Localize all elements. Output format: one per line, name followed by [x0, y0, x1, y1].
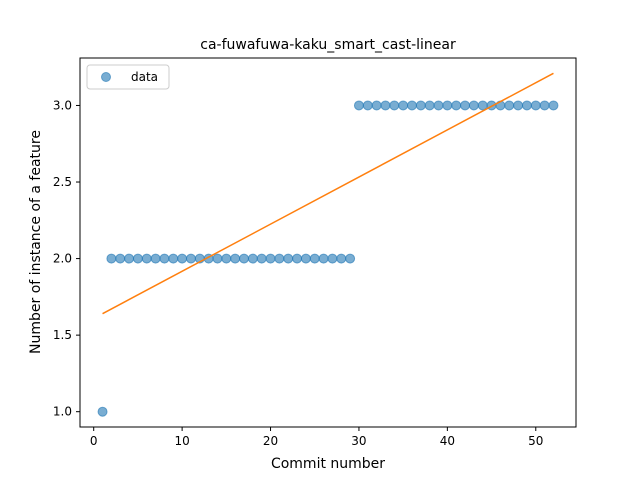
data-point: [256, 253, 267, 264]
data-point: [539, 100, 550, 111]
data-point: [389, 100, 400, 111]
data-point: [283, 253, 294, 264]
data-point: [168, 253, 179, 264]
x-axis: 0 10 20 30 40 50: [90, 427, 543, 448]
data-point: [212, 253, 223, 264]
legend: data: [86, 64, 170, 90]
data-point: [247, 253, 258, 264]
x-tick-label: 20: [263, 434, 278, 448]
y-tick-label: 2.5: [53, 175, 72, 189]
x-tick-label: 10: [174, 434, 189, 448]
data-point: [424, 100, 435, 111]
data-point: [504, 100, 515, 111]
y-axis-label: Number of instance of a feature: [28, 130, 44, 354]
data-point: [124, 253, 135, 264]
data-point: [318, 253, 329, 264]
data-point: [300, 253, 311, 264]
legend-marker-data: [101, 72, 111, 82]
data-point: [362, 100, 373, 111]
x-tick-label: 50: [528, 434, 543, 448]
data-point: [292, 253, 303, 264]
data-point: [521, 100, 532, 111]
data-point: [239, 253, 250, 264]
y-tick-label: 3.0: [53, 98, 72, 112]
data-point: [380, 100, 391, 111]
data-point: [132, 253, 143, 264]
data-point: [353, 100, 364, 111]
data-point: [468, 100, 479, 111]
data-point: [460, 100, 471, 111]
data-point: [115, 253, 126, 264]
data-point: [274, 253, 285, 264]
data-point: [433, 100, 444, 111]
chart-title: ca-fuwafuwa-kaku_smart_cast-linear: [200, 37, 456, 53]
x-axis-label: Commit number: [271, 456, 385, 472]
data-point: [327, 253, 338, 264]
y-tick-label: 2.0: [53, 252, 72, 266]
legend-label-data: data: [131, 70, 158, 84]
data-point: [230, 253, 241, 264]
data-point: [97, 406, 108, 417]
y-tick-label: 1.0: [53, 405, 72, 419]
y-axis: 1.0 1.5 2.0 2.5 3.0: [53, 98, 80, 419]
data-point: [371, 100, 382, 111]
data-point: [345, 253, 356, 264]
data-point: [309, 253, 320, 264]
data-point: [150, 253, 161, 264]
data-point: [221, 253, 232, 264]
data-point: [177, 253, 188, 264]
data-point: [336, 253, 347, 264]
x-tick-label: 30: [351, 434, 366, 448]
plot-frame: [79, 57, 577, 428]
data-point: [185, 253, 196, 264]
legend-box: [86, 64, 170, 90]
x-tick-label: 0: [90, 434, 98, 448]
y-tick-label: 1.5: [53, 328, 72, 342]
data-point: [265, 253, 276, 264]
plot-area: [97, 72, 559, 417]
data-point: [398, 100, 409, 111]
fit-line: [102, 72, 554, 315]
x-tick-label: 40: [440, 434, 455, 448]
data-point: [406, 100, 417, 111]
data-point: [415, 100, 426, 111]
data-point: [159, 253, 170, 264]
data-point: [442, 100, 453, 111]
data-point: [451, 100, 462, 111]
data-point: [141, 253, 152, 264]
data-point: [548, 100, 559, 111]
data-point: [106, 253, 117, 264]
data-point: [530, 100, 541, 111]
data-point: [513, 100, 524, 111]
